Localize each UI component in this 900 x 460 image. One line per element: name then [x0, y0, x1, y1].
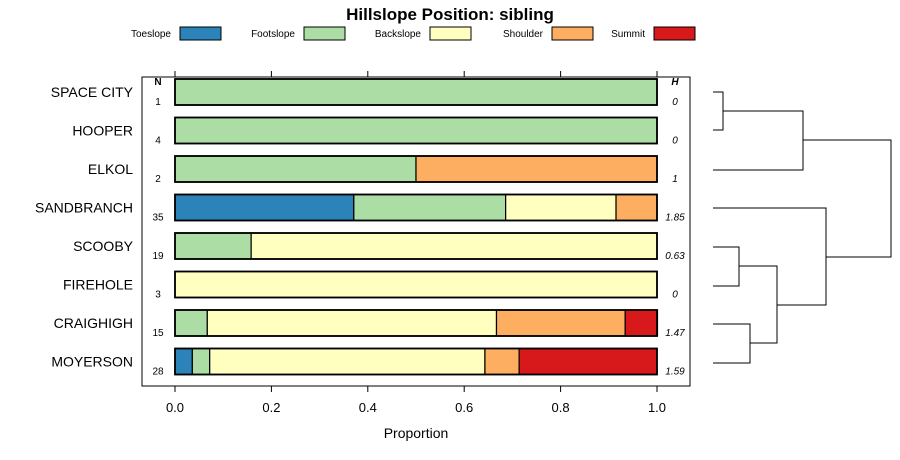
h-value: 1 [672, 174, 678, 185]
bar-rows: SPACE CITY 1 0 HOOPER 4 0 ELKOL 2 1 SANDBRANCH 35 1… [35, 78, 685, 378]
legend-swatch [303, 26, 346, 41]
legend-swatch [179, 26, 222, 41]
dendrogram-branch [803, 139, 892, 258]
x-tick-label: 0.6 [455, 400, 473, 415]
bar-row: SCOOBY 19 0.63 [73, 232, 685, 262]
h-value: 1.47 [665, 328, 685, 339]
bar-row: SANDBRANCH 35 1.85 [35, 193, 685, 224]
bar-segment-toeslope [174, 347, 193, 376]
bar-row: FIREHOLE 3 0 [63, 270, 678, 301]
legend-swatch [653, 26, 696, 41]
n-value: 19 [152, 251, 164, 262]
n-value: 4 [155, 136, 161, 147]
bar-outline [174, 270, 658, 299]
x-tick-label: 1.0 [648, 400, 666, 415]
n-value: 35 [152, 213, 164, 224]
bar-outline [174, 309, 658, 337]
dendrogram-branch [713, 323, 751, 364]
bar-segment-backslope [209, 347, 486, 376]
dendrogram-branch [713, 110, 804, 171]
bar-segment-footslope [174, 309, 208, 337]
bar-segment-shoulder [484, 347, 520, 376]
bar-row: SPACE CITY 1 0 [51, 78, 678, 108]
row-label: MOYERSON [51, 354, 133, 370]
n-value: 2 [155, 174, 161, 185]
bar-segment-backslope [206, 309, 498, 337]
plot-frame [141, 76, 691, 387]
dendrogram-branch [713, 246, 740, 287]
row-label: FIREHOLE [63, 277, 133, 293]
row-label: ELKOL [88, 161, 133, 177]
h-value: 1.85 [665, 213, 685, 224]
bar-segment-backslope [174, 270, 658, 299]
row-label: SANDBRANCH [35, 200, 133, 216]
h-value: 0 [672, 136, 678, 147]
bar-segment-shoulder [495, 309, 626, 337]
bar-outline [174, 347, 658, 376]
dendrogram [713, 91, 892, 364]
bar-segment-shoulder [615, 193, 658, 222]
row-label: SPACE CITY [51, 84, 134, 100]
bar-row: ELKOL 2 1 [88, 155, 678, 185]
legend-swatch [551, 26, 594, 41]
legend: Toeslope Footslope Backslope Shoulder Summit [131, 26, 696, 41]
bar-segment-footslope [174, 78, 658, 106]
n-value: 28 [152, 367, 164, 378]
n-column-header: N [154, 77, 161, 88]
row-label: CRAIGHIGH [54, 315, 133, 331]
dendrogram-branch [713, 207, 827, 306]
bar-segment-summit [518, 347, 658, 376]
x-tick-label: 0.8 [552, 400, 570, 415]
n-value: 1 [155, 97, 161, 108]
h-column-header: H [671, 77, 679, 88]
h-value: 1.59 [665, 367, 685, 378]
h-value: 0.63 [665, 251, 685, 262]
h-value: 0 [672, 290, 678, 301]
bar-row: HOOPER 4 0 [72, 116, 678, 147]
legend-label: Shoulder [503, 29, 544, 40]
legend-swatch [429, 26, 472, 41]
bar-segment-footslope [174, 232, 252, 260]
dendrogram-branch [713, 91, 724, 131]
n-value: 3 [155, 290, 161, 301]
bar-row: MOYERSON 28 1.59 [51, 347, 685, 378]
row-label: HOOPER [72, 123, 133, 139]
x-tick-label: 0.2 [262, 400, 280, 415]
bar-segment-shoulder [415, 155, 658, 183]
bar-segment-footslope [174, 116, 658, 145]
legend-label: Backslope [375, 29, 422, 40]
bar-segment-footslope [353, 193, 507, 222]
bar-segment-summit [624, 309, 659, 337]
bar-segment-toeslope [174, 193, 355, 222]
x-tick-label: 0.4 [359, 400, 377, 415]
x-axis: 0.0 0.2 0.4 0.6 0.8 1.0 [166, 71, 666, 415]
legend-label: Toeslope [131, 29, 171, 40]
bar-outline [174, 78, 658, 106]
bar-segment-footslope [174, 155, 417, 183]
bar-segment-footslope [191, 347, 211, 376]
bar-row: CRAIGHIGH 15 1.47 [54, 309, 685, 339]
x-tick-label: 0.0 [166, 400, 184, 415]
x-axis-label: Proportion [384, 425, 449, 441]
legend-label: Summit [611, 29, 645, 40]
dendrogram-branch [739, 265, 778, 344]
bar-outline [174, 232, 658, 260]
bar-outline [174, 116, 658, 145]
row-label: SCOOBY [73, 238, 134, 254]
chart-title: Hillslope Position: sibling [346, 5, 554, 24]
legend-label: Footslope [251, 29, 295, 40]
bar-outline [174, 193, 658, 222]
bar-segment-backslope [250, 232, 658, 260]
n-value: 15 [152, 328, 164, 339]
bar-outline [174, 155, 658, 183]
bar-segment-backslope [505, 193, 617, 222]
h-value: 0 [672, 97, 678, 108]
